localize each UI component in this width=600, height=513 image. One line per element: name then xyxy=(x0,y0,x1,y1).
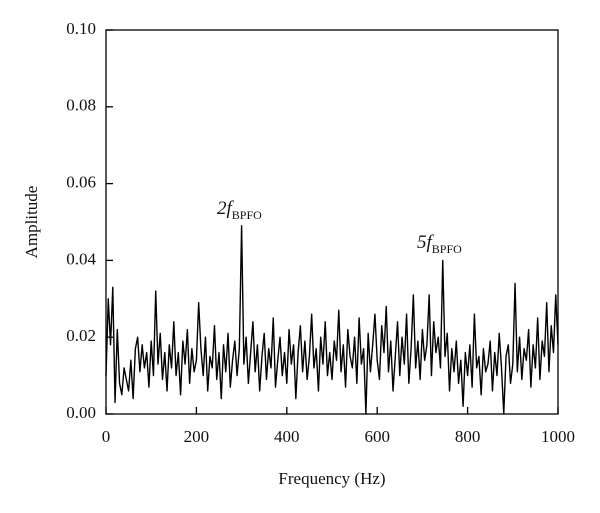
annotation-subscript: BPFO xyxy=(232,208,262,222)
annotation-text: 2f xyxy=(217,198,235,219)
y-tick-label: 0.00 xyxy=(66,403,96,422)
x-tick-label: 200 xyxy=(184,427,210,446)
data-line xyxy=(105,225,559,415)
x-axis-label: Frequency (Hz) xyxy=(278,469,385,488)
y-tick-label: 0.04 xyxy=(66,249,96,268)
x-tick-label: 0 xyxy=(102,427,111,446)
plot-frame xyxy=(105,29,559,415)
annotation: 5fBPFO xyxy=(417,232,462,255)
y-tick-label: 0.08 xyxy=(66,96,96,115)
x-tick-label: 800 xyxy=(455,427,481,446)
y-tick-label: 0.02 xyxy=(66,326,96,345)
y-tick-label: 0.10 xyxy=(66,19,96,38)
annotation: 2fBPFO xyxy=(217,198,262,221)
x-tick-label: 600 xyxy=(364,427,390,446)
y-tick-label: 0.06 xyxy=(66,173,96,192)
annotation-text: 5f xyxy=(417,232,435,253)
x-tick-label: 1000 xyxy=(541,427,575,446)
x-tick-label: 400 xyxy=(274,427,300,446)
annotation-subscript: BPFO xyxy=(432,242,462,256)
y-axis-label: Amplitude xyxy=(22,186,41,259)
